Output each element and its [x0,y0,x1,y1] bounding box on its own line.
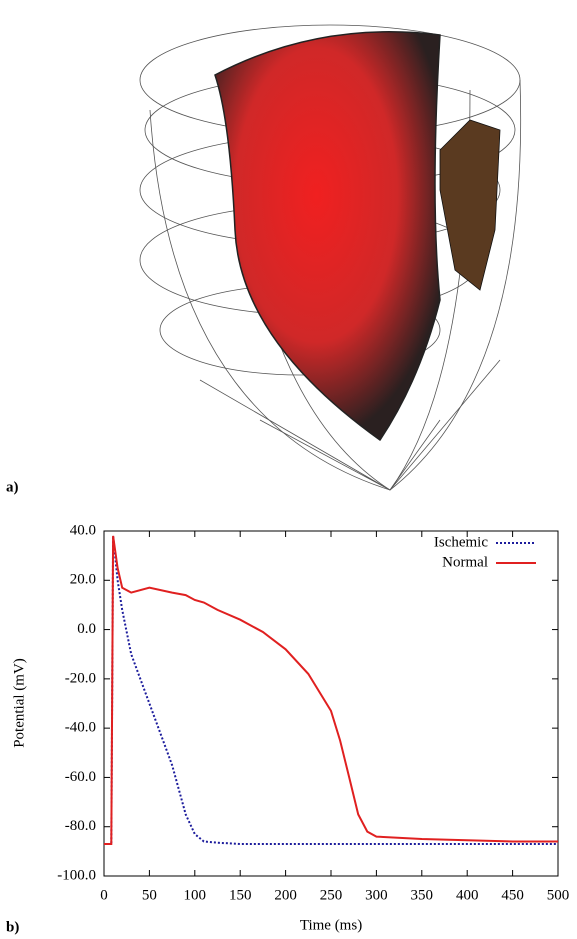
plot-frame [103,530,559,877]
panel-label: a) [6,479,19,495]
x-tick-label: 450 [501,887,524,903]
x-tick-label: 50 [142,887,157,903]
series-line [104,535,558,845]
legend-label: Ischemic [434,534,488,550]
y-tick-label: -80.0 [65,818,96,834]
x-tick-label: 400 [456,887,479,903]
x-tick-label: 200 [274,887,297,903]
y-tick-label: -100.0 [57,867,96,883]
x-tick-label: 300 [365,887,388,903]
y-tick-label: 20.0 [70,572,96,588]
panel-label: b) [6,919,19,935]
x-tick-label: 100 [184,887,207,903]
series-line [104,535,558,845]
legend-label: Normal [442,554,488,570]
x-tick-label: 350 [411,887,434,903]
x-tick-label: 150 [229,887,252,903]
y-tick-label: -40.0 [65,720,96,736]
y-tick-label: -20.0 [65,670,96,686]
y-tick-label: -60.0 [65,769,96,785]
x-axis-label: Time (ms) [300,917,362,933]
x-tick-label: 500 [547,887,570,903]
y-axis-label: Potential (mV) [11,658,27,748]
y-tick-label: 0.0 [77,621,96,637]
x-tick-label: 0 [100,887,108,903]
heart-render [139,24,521,491]
x-tick-label: 250 [320,887,343,903]
y-tick-label: 40.0 [70,522,96,538]
